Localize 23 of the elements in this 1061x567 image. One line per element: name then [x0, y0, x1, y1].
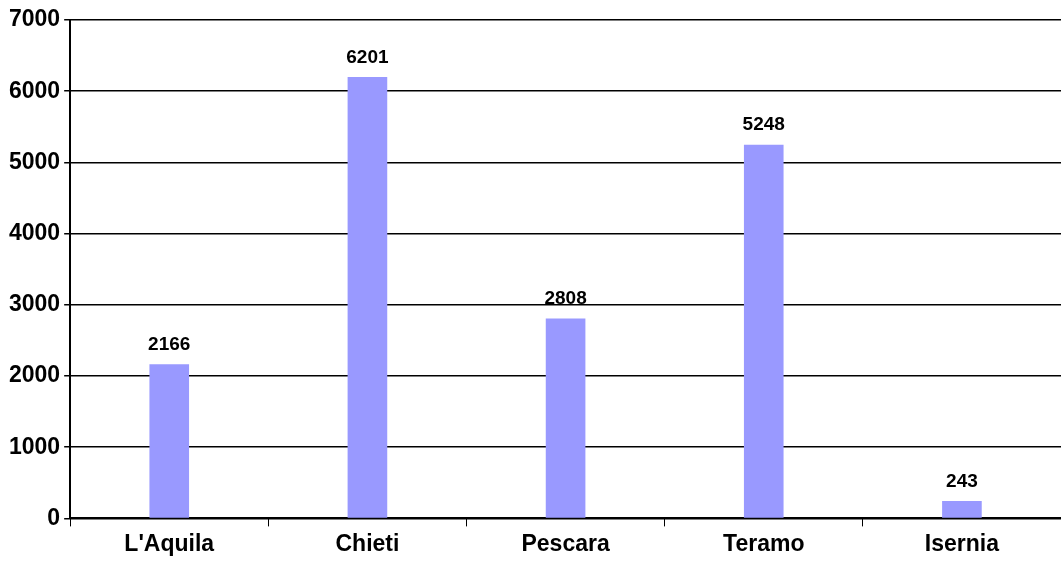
- x-tick-label: L'Aquila: [124, 529, 215, 556]
- y-tick-label: 4000: [8, 218, 61, 245]
- data-label: 6201: [346, 45, 389, 67]
- bar: [347, 76, 388, 518]
- bar: [743, 144, 784, 518]
- y-tick-label: 2000: [8, 361, 61, 388]
- y-tick-label: 0: [47, 503, 61, 530]
- y-tick-label: 3000: [8, 290, 61, 317]
- y-tick-label: 6000: [8, 76, 61, 103]
- data-label: 2808: [544, 287, 587, 309]
- x-tick-label: Isernia: [924, 529, 1000, 556]
- x-tick-label: Teramo: [723, 529, 805, 556]
- y-tick-label: 5000: [8, 147, 61, 174]
- bar: [545, 318, 586, 518]
- bar: [149, 364, 190, 518]
- x-tick-label: Pescara: [521, 529, 610, 556]
- data-label: 5248: [742, 113, 785, 135]
- data-label: 243: [946, 469, 978, 491]
- x-tick-label: Chieti: [335, 529, 400, 556]
- y-tick-label: 1000: [8, 432, 61, 459]
- bar: [942, 501, 982, 518]
- y-tick-label: 7000: [8, 5, 61, 32]
- data-label: 2166: [148, 332, 191, 354]
